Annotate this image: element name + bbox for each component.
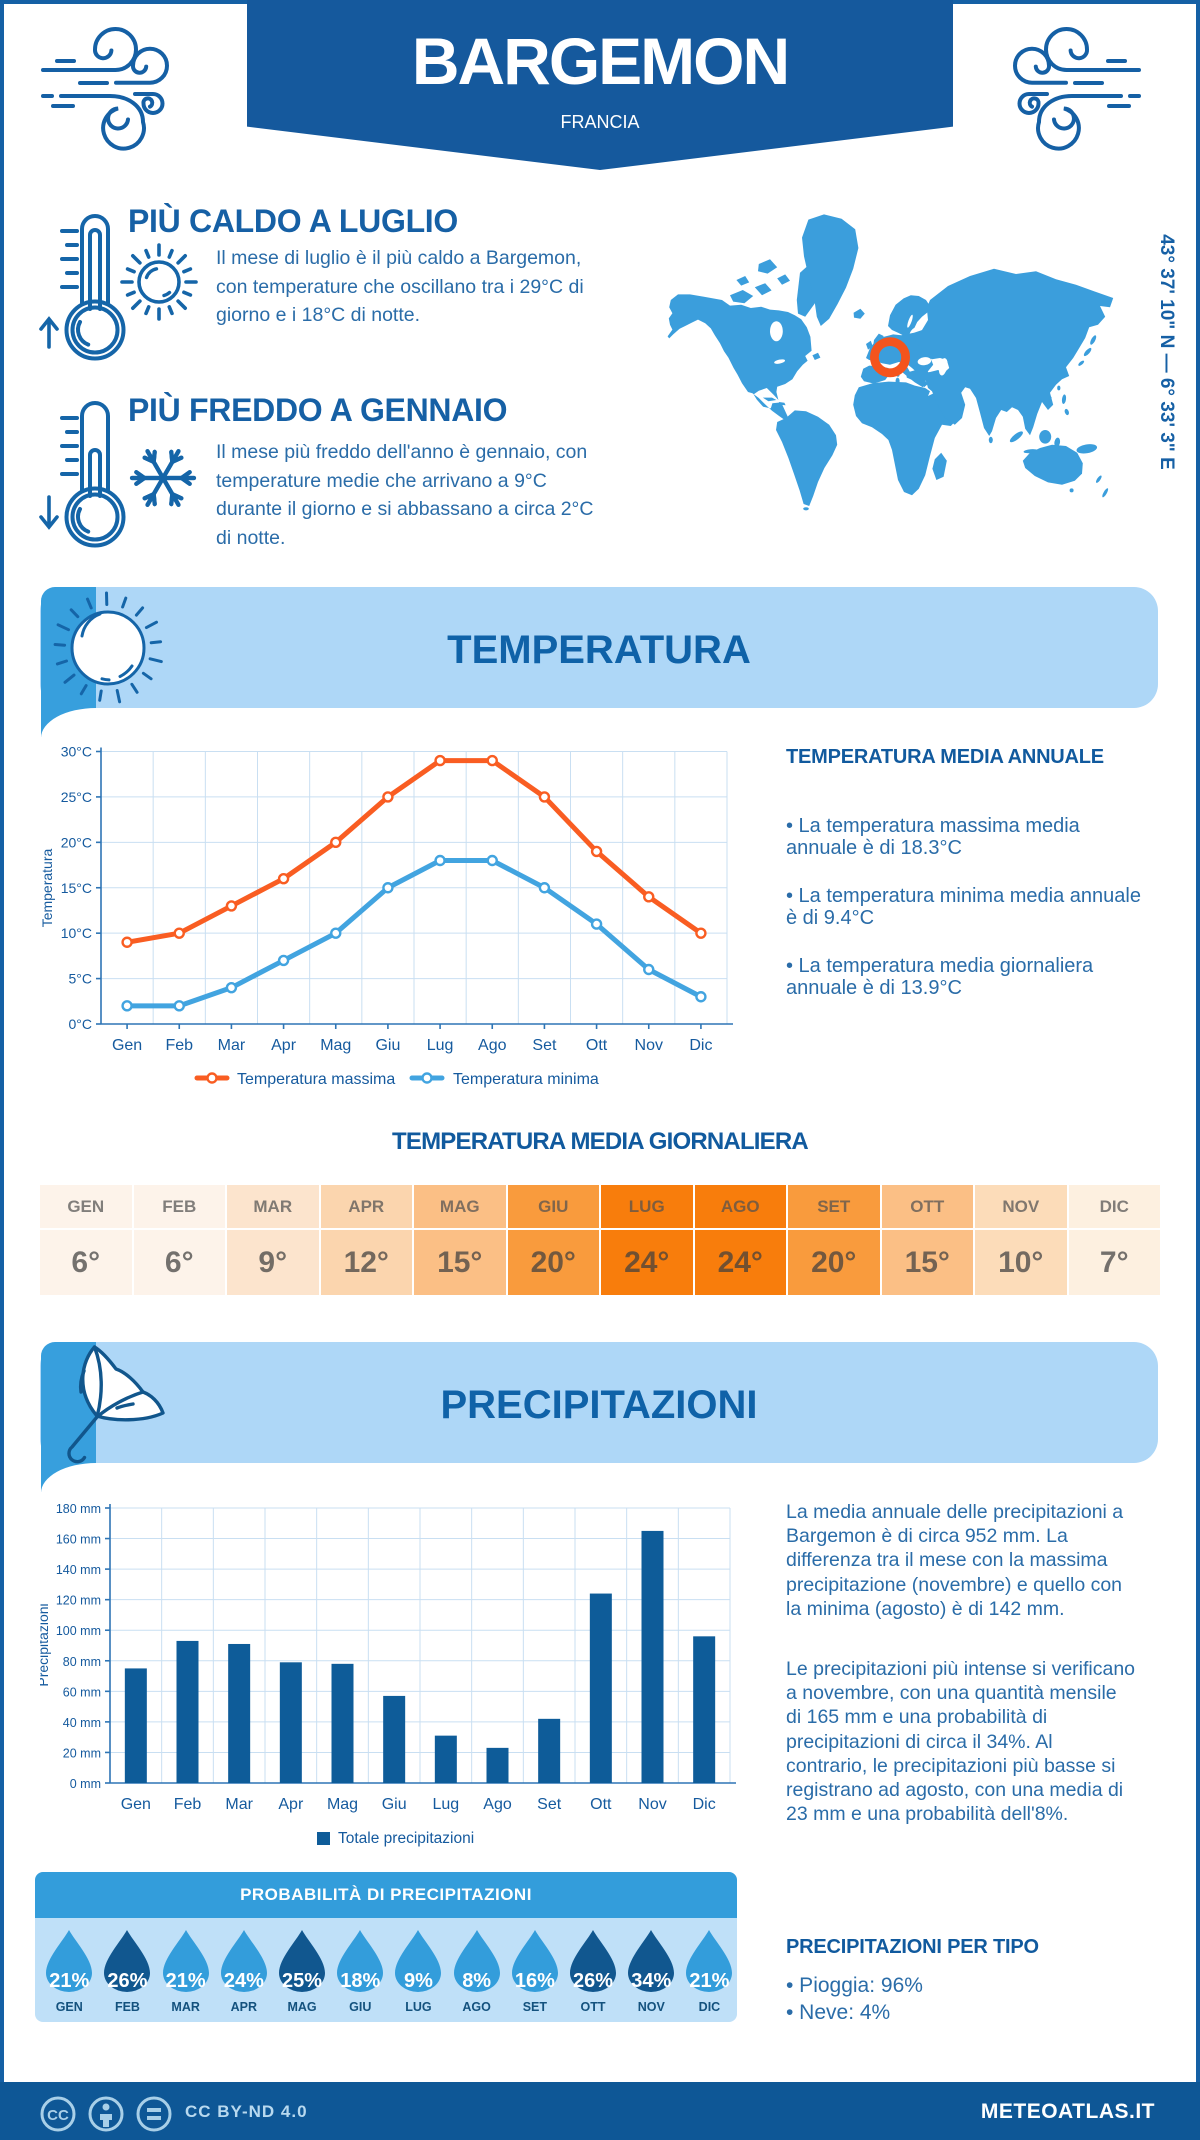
svg-text:Ago: Ago [483, 1796, 512, 1813]
svg-text:Nov: Nov [638, 1796, 666, 1813]
svg-text:Feb: Feb [174, 1796, 202, 1813]
svg-text:Ott: Ott [590, 1796, 612, 1813]
svg-text:Mar: Mar [225, 1796, 253, 1813]
svg-text:120 mm: 120 mm [56, 1594, 101, 1608]
svg-text:Precipitazioni: Precipitazioni [40, 1603, 51, 1686]
svg-text:Mar: Mar [218, 1037, 246, 1054]
svg-text:140 mm: 140 mm [56, 1563, 101, 1577]
svg-text:Set: Set [537, 1796, 562, 1813]
svg-text:Giu: Giu [382, 1796, 407, 1813]
svg-text:20 mm: 20 mm [63, 1746, 101, 1760]
svg-text:Lug: Lug [427, 1037, 454, 1054]
svg-text:Mag: Mag [327, 1796, 358, 1813]
svg-text:100 mm: 100 mm [56, 1624, 101, 1638]
svg-text:Apr: Apr [271, 1037, 297, 1054]
svg-text:Ago: Ago [478, 1037, 507, 1054]
svg-text:Giu: Giu [375, 1037, 400, 1054]
svg-text:80 mm: 80 mm [63, 1655, 101, 1669]
svg-text:10°C: 10°C [61, 925, 92, 941]
svg-text:Totale precipitazioni: Totale precipitazioni [338, 1830, 474, 1847]
svg-text:180 mm: 180 mm [56, 1502, 101, 1516]
svg-text:0°C: 0°C [69, 1016, 93, 1032]
svg-text:Lug: Lug [432, 1796, 459, 1813]
svg-text:Set: Set [532, 1037, 557, 1054]
svg-text:Gen: Gen [112, 1037, 142, 1054]
svg-text:5°C: 5°C [69, 971, 93, 987]
svg-text:Feb: Feb [165, 1037, 193, 1054]
svg-text:20°C: 20°C [61, 834, 92, 850]
svg-text:0 mm: 0 mm [70, 1777, 101, 1791]
svg-text:Temperatura minima: Temperatura minima [453, 1071, 599, 1088]
svg-text:60 mm: 60 mm [63, 1685, 101, 1699]
svg-text:Dic: Dic [689, 1037, 712, 1054]
svg-text:Mag: Mag [320, 1037, 351, 1054]
svg-text:Temperatura massima: Temperatura massima [237, 1071, 395, 1088]
svg-text:Apr: Apr [278, 1796, 304, 1813]
svg-text:Gen: Gen [121, 1796, 151, 1813]
svg-text:40 mm: 40 mm [63, 1716, 101, 1730]
svg-text:Ott: Ott [586, 1037, 608, 1054]
svg-text:15°C: 15°C [61, 880, 92, 896]
svg-text:25°C: 25°C [61, 789, 92, 805]
svg-text:30°C: 30°C [61, 744, 92, 760]
svg-text:160 mm: 160 mm [56, 1533, 101, 1547]
svg-text:CC: CC [47, 2107, 69, 2124]
svg-text:Temperatura: Temperatura [40, 848, 55, 927]
svg-text:Dic: Dic [693, 1796, 716, 1813]
svg-text:Nov: Nov [635, 1037, 663, 1054]
